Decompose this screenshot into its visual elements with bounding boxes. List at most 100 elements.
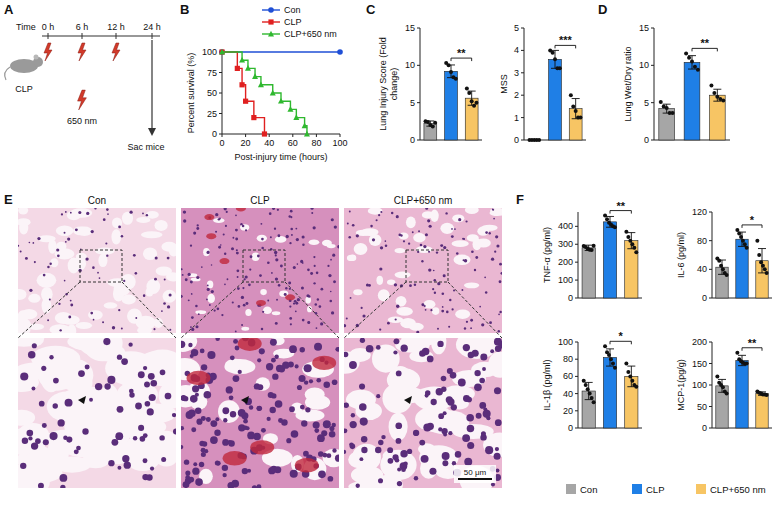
significance-label: **: [748, 337, 757, 349]
nucleus: [351, 413, 355, 417]
alveolus: [55, 248, 75, 259]
x-tick: [316, 134, 317, 137]
alveolus: [18, 372, 39, 391]
nucleus: [135, 272, 138, 275]
alveolus: [76, 253, 87, 261]
nucleus: [423, 424, 431, 432]
error-cap: [606, 366, 614, 367]
nucleus: [396, 371, 402, 377]
alveolus: [432, 307, 439, 315]
error-bar: [713, 89, 721, 101]
y-tick: [219, 93, 222, 94]
nucleus: [68, 316, 71, 319]
nucleus: [201, 266, 203, 268]
nucleus: [60, 485, 65, 488]
y-tick-label: 400: [558, 221, 573, 231]
nucleus: [257, 358, 261, 362]
nucleus: [466, 414, 474, 422]
nucleus: [261, 328, 264, 331]
data-point: [609, 357, 613, 361]
time-label: Time: [16, 22, 36, 32]
nucleus: [169, 294, 172, 297]
data-point: [690, 60, 694, 64]
nucleus: [215, 417, 219, 421]
nucleus: [305, 407, 310, 412]
nucleus: [447, 368, 453, 374]
bar-chart: 051015Lung Injury Score (Foldchange)**: [378, 23, 482, 145]
nucleus: [479, 402, 486, 409]
nucleus: [316, 327, 318, 329]
nucleus: [218, 218, 220, 220]
alveolus: [225, 359, 246, 371]
data-point: [721, 98, 725, 102]
y-tick: [575, 244, 578, 245]
nucleus: [323, 420, 331, 428]
data-point: [684, 51, 688, 55]
nucleus: [370, 225, 373, 228]
nucleus: [181, 395, 187, 401]
nucleus: [28, 436, 32, 440]
y-tick: [521, 50, 524, 51]
data-point: [467, 91, 471, 95]
nucleus: [496, 244, 499, 247]
alveolus: [18, 428, 37, 455]
nucleus: [289, 317, 292, 320]
nucleus: [58, 303, 60, 305]
hemorrhage: [219, 258, 229, 264]
nucleus: [443, 433, 447, 437]
nucleus: [261, 428, 266, 433]
y-tick-label: 75: [207, 68, 217, 78]
bar: [582, 248, 595, 298]
figure: ABCDEFTime0 h6 h12 h24 hCLP650 nmSac mic…: [0, 0, 779, 506]
nucleus: [236, 269, 239, 272]
nucleus: [274, 355, 278, 359]
nucleus: [232, 301, 234, 303]
bar: [756, 394, 768, 428]
y-tick: [709, 342, 712, 343]
nucleus: [249, 268, 251, 270]
nucleus: [318, 471, 326, 479]
nucleus: [290, 228, 293, 231]
alveolus: [409, 323, 424, 331]
alveolus: [476, 239, 491, 248]
y-tick: [575, 359, 578, 360]
tissue-bg: [181, 338, 339, 488]
legend-swatch: [632, 484, 642, 494]
nucleus: [147, 408, 154, 415]
nucleus: [465, 220, 467, 222]
data-point: [454, 77, 458, 81]
sac-arrow: [151, 40, 152, 132]
error-cap: [713, 89, 721, 90]
nucleus: [438, 427, 442, 431]
y-tick-label: 40: [563, 389, 573, 399]
nucleus: [359, 403, 367, 411]
panel-letter: E: [4, 192, 13, 207]
nucleus: [245, 229, 247, 231]
nucleus: [222, 473, 226, 477]
nucleus: [181, 295, 183, 298]
bar-chart: 04080120IL-6 (pg/ml)*: [676, 207, 772, 303]
alveolus: [122, 295, 136, 305]
nucleus: [103, 218, 106, 221]
nucleus: [211, 290, 214, 293]
nucleus: [397, 467, 401, 471]
nucleus: [215, 338, 219, 341]
nucleus: [236, 249, 238, 251]
nucleus: [326, 453, 331, 458]
nucleus: [78, 370, 85, 377]
data-point: [611, 362, 615, 366]
bar: [603, 222, 616, 298]
nucleus: [214, 430, 220, 436]
error-cap: [585, 382, 593, 383]
data-point: [721, 267, 725, 271]
alveolus: [95, 248, 114, 255]
y-tick: [521, 140, 524, 141]
nucleus: [235, 214, 237, 216]
nucleus: [289, 242, 291, 244]
nucleus: [218, 246, 221, 249]
y-tick-label: 5: [514, 23, 519, 33]
alveolus: [413, 233, 426, 242]
nucleus: [310, 208, 313, 210]
nucleus: [209, 304, 211, 306]
nucleus: [493, 218, 495, 220]
